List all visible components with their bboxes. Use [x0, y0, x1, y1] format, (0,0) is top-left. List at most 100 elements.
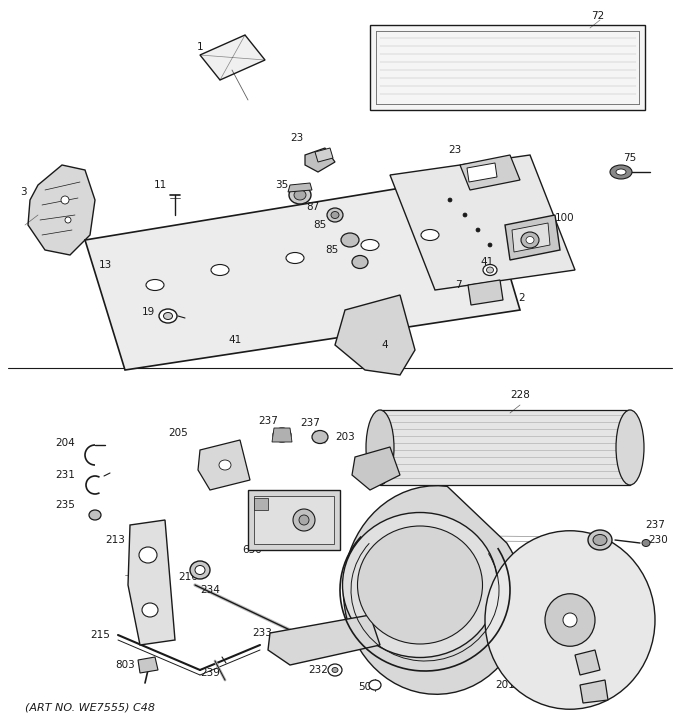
- Ellipse shape: [211, 265, 229, 276]
- Text: 85: 85: [325, 245, 339, 255]
- Text: 203: 203: [335, 432, 355, 442]
- Ellipse shape: [521, 232, 539, 248]
- Ellipse shape: [312, 431, 328, 444]
- Polygon shape: [305, 148, 335, 172]
- Text: 7: 7: [455, 280, 461, 290]
- Ellipse shape: [642, 539, 650, 547]
- Ellipse shape: [369, 680, 381, 690]
- Text: 205: 205: [168, 428, 188, 438]
- Text: 228: 228: [510, 390, 530, 400]
- Text: 100: 100: [555, 213, 575, 223]
- Ellipse shape: [273, 428, 291, 442]
- Ellipse shape: [563, 613, 577, 627]
- Text: 41: 41: [228, 335, 241, 345]
- Text: 237: 237: [645, 520, 665, 530]
- Text: 3: 3: [20, 187, 27, 197]
- Polygon shape: [335, 295, 415, 375]
- Polygon shape: [254, 496, 334, 544]
- Ellipse shape: [361, 239, 379, 251]
- Ellipse shape: [294, 190, 306, 200]
- Text: 19: 19: [141, 307, 154, 317]
- Ellipse shape: [195, 566, 205, 574]
- Text: 72: 72: [592, 11, 605, 21]
- Ellipse shape: [588, 530, 612, 550]
- Text: 4: 4: [381, 340, 388, 350]
- Ellipse shape: [332, 668, 338, 673]
- Polygon shape: [390, 155, 575, 290]
- Polygon shape: [200, 35, 265, 80]
- Ellipse shape: [65, 217, 71, 223]
- Ellipse shape: [139, 547, 157, 563]
- Text: 1: 1: [197, 42, 203, 52]
- Ellipse shape: [61, 196, 69, 204]
- Ellipse shape: [343, 513, 498, 658]
- Text: 200: 200: [595, 642, 615, 652]
- Text: 216: 216: [178, 572, 198, 582]
- Ellipse shape: [146, 280, 164, 291]
- Text: 23: 23: [290, 133, 304, 143]
- Ellipse shape: [610, 165, 632, 179]
- Text: 85: 85: [313, 220, 326, 230]
- Polygon shape: [575, 650, 600, 675]
- Polygon shape: [370, 25, 645, 110]
- Text: 630: 630: [242, 545, 262, 555]
- Polygon shape: [254, 498, 268, 510]
- Ellipse shape: [219, 460, 231, 470]
- Ellipse shape: [299, 515, 309, 525]
- Ellipse shape: [483, 265, 497, 276]
- Polygon shape: [352, 447, 400, 490]
- Polygon shape: [288, 183, 312, 192]
- Ellipse shape: [488, 243, 492, 247]
- Text: 237: 237: [258, 416, 278, 426]
- Text: 803: 803: [115, 660, 135, 670]
- Text: 204: 204: [55, 438, 75, 448]
- Polygon shape: [580, 680, 608, 703]
- Polygon shape: [315, 148, 333, 162]
- Polygon shape: [138, 657, 158, 673]
- Text: 239: 239: [200, 668, 220, 678]
- Ellipse shape: [366, 410, 394, 485]
- Polygon shape: [28, 165, 95, 255]
- Text: 233: 233: [252, 628, 272, 638]
- Text: 237: 237: [300, 418, 320, 428]
- Text: 230: 230: [648, 535, 668, 545]
- Polygon shape: [460, 155, 520, 190]
- Ellipse shape: [331, 212, 339, 218]
- Text: 2: 2: [519, 293, 526, 303]
- Ellipse shape: [163, 312, 173, 320]
- Ellipse shape: [328, 664, 342, 676]
- Polygon shape: [198, 440, 250, 490]
- Text: 218: 218: [545, 610, 565, 620]
- Text: 199: 199: [590, 685, 610, 695]
- Polygon shape: [248, 490, 340, 550]
- Polygon shape: [272, 428, 292, 442]
- Text: 201: 201: [495, 680, 515, 690]
- Text: 35: 35: [275, 180, 288, 190]
- Ellipse shape: [352, 255, 368, 268]
- Text: 41: 41: [480, 257, 494, 267]
- Polygon shape: [468, 280, 503, 305]
- Ellipse shape: [286, 252, 304, 263]
- Ellipse shape: [463, 213, 467, 217]
- Polygon shape: [467, 163, 497, 182]
- Ellipse shape: [616, 169, 626, 175]
- Text: 231: 231: [55, 470, 75, 480]
- Ellipse shape: [476, 228, 480, 232]
- Ellipse shape: [190, 561, 210, 579]
- Text: (ART NO. WE7555) C48: (ART NO. WE7555) C48: [25, 703, 155, 713]
- Text: 235: 235: [55, 500, 75, 510]
- Ellipse shape: [485, 531, 655, 709]
- Ellipse shape: [448, 198, 452, 202]
- Ellipse shape: [421, 230, 439, 241]
- Text: 215: 215: [90, 630, 110, 640]
- Ellipse shape: [358, 526, 483, 644]
- Polygon shape: [85, 175, 520, 370]
- Text: 11: 11: [154, 180, 167, 190]
- Polygon shape: [343, 486, 524, 695]
- Ellipse shape: [142, 603, 158, 617]
- Text: 75: 75: [624, 153, 636, 163]
- Polygon shape: [268, 615, 380, 665]
- Ellipse shape: [327, 208, 343, 222]
- Ellipse shape: [616, 410, 644, 485]
- Ellipse shape: [293, 509, 315, 531]
